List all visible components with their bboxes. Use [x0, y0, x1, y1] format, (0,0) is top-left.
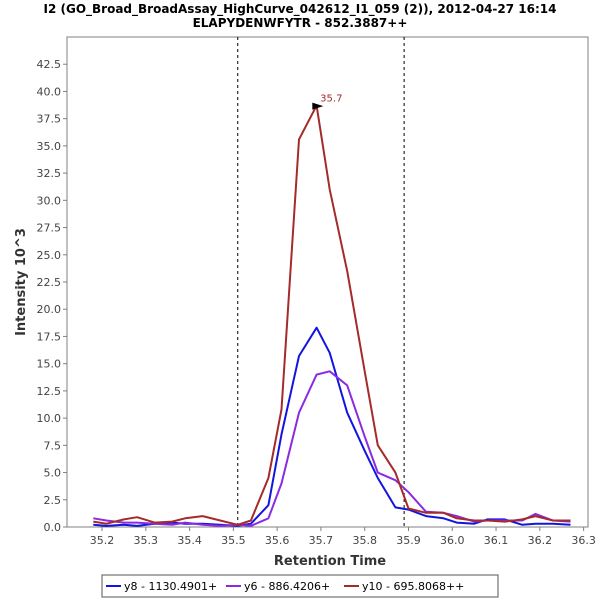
- y-tick-label: 42.5: [37, 58, 62, 71]
- peak-annotation: 35.7: [312, 94, 342, 110]
- y-tick-label: 25.0: [37, 249, 62, 262]
- x-tick-label: 35.5: [221, 534, 246, 547]
- x-axis-label: Retention Time: [274, 554, 386, 569]
- x-tick-label: 35.8: [352, 534, 377, 547]
- y-tick-label: 10.0: [37, 412, 62, 425]
- x-tick-label: 35.4: [177, 534, 202, 547]
- x-tick-label: 35.9: [396, 534, 421, 547]
- x-tick-label: 36.0: [440, 534, 465, 547]
- x-tick-label: 35.3: [134, 534, 159, 547]
- y-tick-label: 27.5: [37, 222, 62, 235]
- series-lines: [93, 104, 571, 527]
- legend-frame: [101, 574, 499, 598]
- y-tick-label: 12.5: [37, 385, 62, 398]
- y-tick-label: 22.5: [37, 276, 62, 289]
- y-tick-label: 17.5: [37, 330, 62, 343]
- y-axis-label: Intensity 10^3: [14, 228, 29, 336]
- x-tick-label: 36.3: [571, 534, 596, 547]
- y-tick-label: 7.5: [44, 439, 62, 452]
- peak-marker: [312, 102, 324, 110]
- x-tick-label: 35.2: [90, 534, 115, 547]
- y-tick-label: 20.0: [37, 303, 62, 316]
- y-tick-label: 5.0: [44, 467, 62, 480]
- y-tick-label: 40.0: [37, 85, 62, 98]
- series-line-3: [93, 104, 571, 526]
- x-tick-label: 36.1: [484, 534, 509, 547]
- x-tick-label: 35.6: [265, 534, 290, 547]
- chart-subtitle: ELAPYDENWFYTR - 852.3887++: [193, 16, 408, 30]
- y-tick-label: 2.5: [44, 494, 62, 507]
- x-tick-label: 35.7: [309, 534, 334, 547]
- peak-label: 35.7: [320, 94, 342, 105]
- y-tick-label: 35.0: [37, 140, 62, 153]
- y-tick-label: 37.5: [37, 113, 62, 126]
- plot-area: [66, 36, 589, 528]
- x-axis: 35.2 35.3 35.4 35.5 35.6 35.7 35.8 35.9 36.0 36.1…: [90, 527, 596, 547]
- legend-label: y10 - 695.8068++: [362, 580, 464, 593]
- legend-items: y8 - 1130.4901+ y6 - 886.4206+ y10 - 695.8…: [106, 580, 464, 593]
- chart-title: I2 (GO_Broad_BroadAssay_HighCurve_042612…: [44, 2, 557, 17]
- y-tick-label: 15.0: [37, 358, 62, 371]
- y-tick-label: 30.0: [37, 194, 62, 207]
- x-tick-label: 36.2: [528, 534, 553, 547]
- legend-label: y6 - 886.4206+: [244, 580, 330, 593]
- chart-legend: y8 - 1130.4901+ y6 - 886.4206+ y10 - 695.8…: [101, 574, 499, 598]
- y-axis: 0.0 2.5 5.0 7.5 10.0 12.5 15.0 17.5 20.0 22.5 25.0…: [37, 58, 67, 534]
- legend-label: y8 - 1130.4901+: [124, 580, 217, 593]
- y-tick-label: 0.0: [44, 521, 62, 534]
- y-tick-label: 32.5: [37, 167, 62, 180]
- integration-boundaries: [237, 37, 405, 527]
